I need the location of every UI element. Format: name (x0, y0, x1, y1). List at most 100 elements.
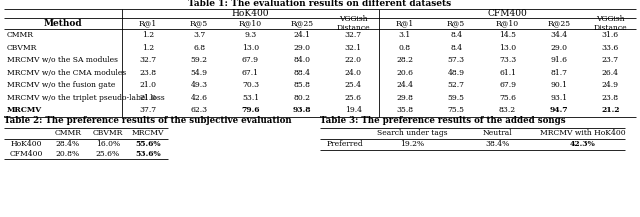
Text: 32.7: 32.7 (345, 31, 362, 39)
Text: R@5: R@5 (190, 20, 208, 28)
Text: CBVMR: CBVMR (7, 44, 37, 52)
Text: 55.6%: 55.6% (135, 140, 161, 148)
Text: 19.2%: 19.2% (401, 140, 424, 148)
Text: 54.9: 54.9 (191, 69, 207, 77)
Text: CFM400: CFM400 (10, 150, 43, 158)
Text: 79.6: 79.6 (241, 106, 260, 114)
Text: 13.0: 13.0 (242, 44, 259, 52)
Text: 29.0: 29.0 (550, 44, 568, 52)
Text: 37.7: 37.7 (139, 106, 156, 114)
Text: R@1: R@1 (139, 20, 157, 28)
Text: 90.1: 90.1 (550, 81, 568, 89)
Text: 6.8: 6.8 (193, 44, 205, 52)
Text: 59.2: 59.2 (191, 56, 207, 64)
Text: MRCMV w/o the fusion gate: MRCMV w/o the fusion gate (7, 81, 115, 89)
Text: 31.6: 31.6 (602, 31, 619, 39)
Text: Table 1: The evaluation results on different datasets: Table 1: The evaluation results on diffe… (188, 0, 452, 8)
Text: CBVMR: CBVMR (93, 129, 123, 137)
Text: 26.4: 26.4 (602, 69, 619, 77)
Text: 23.8: 23.8 (139, 69, 156, 77)
Text: 29.0: 29.0 (293, 44, 310, 52)
Text: 9.3: 9.3 (244, 31, 257, 39)
Text: 3.1: 3.1 (399, 31, 411, 39)
Text: 8.4: 8.4 (450, 31, 462, 39)
Text: 20.6: 20.6 (396, 69, 413, 77)
Text: 19.4: 19.4 (345, 106, 362, 114)
Text: 23.8: 23.8 (602, 94, 619, 102)
Text: VGGish
Distance: VGGish Distance (337, 15, 370, 32)
Text: R@1: R@1 (396, 20, 414, 28)
Text: 29.8: 29.8 (396, 94, 413, 102)
Text: R@25: R@25 (547, 20, 570, 28)
Text: 48.9: 48.9 (447, 69, 465, 77)
Text: Table 3: The preference results of the added songs: Table 3: The preference results of the a… (320, 116, 566, 125)
Text: 24.9: 24.9 (602, 81, 619, 89)
Text: 3.7: 3.7 (193, 31, 205, 39)
Text: 83.2: 83.2 (499, 106, 516, 114)
Text: Table 2: The preference results of the subjective evaluation: Table 2: The preference results of the s… (4, 116, 292, 125)
Text: 61.1: 61.1 (499, 69, 516, 77)
Text: 93.8: 93.8 (292, 106, 311, 114)
Text: Search under tags: Search under tags (377, 129, 448, 137)
Text: 42.3%: 42.3% (570, 140, 595, 148)
Text: 80.2: 80.2 (293, 94, 310, 102)
Text: R@10: R@10 (239, 20, 262, 28)
Text: Neutral: Neutral (483, 129, 512, 137)
Text: 38.4%: 38.4% (485, 140, 509, 148)
Text: MRCMV w/o the CMA modules: MRCMV w/o the CMA modules (7, 69, 126, 77)
Text: 21.0: 21.0 (140, 94, 156, 102)
Text: 49.3: 49.3 (191, 81, 207, 89)
Text: 25.4: 25.4 (345, 81, 362, 89)
Text: 24.1: 24.1 (293, 31, 310, 39)
Text: CMMR: CMMR (7, 31, 34, 39)
Text: 81.7: 81.7 (550, 69, 568, 77)
Text: MRCMV with HoK400: MRCMV with HoK400 (540, 129, 625, 137)
Text: 25.6%: 25.6% (96, 150, 120, 158)
Text: MRCMV: MRCMV (7, 106, 42, 114)
Text: R@5: R@5 (447, 20, 465, 28)
Text: 21.0: 21.0 (140, 81, 156, 89)
Text: 91.6: 91.6 (550, 56, 568, 64)
Text: 70.3: 70.3 (242, 81, 259, 89)
Text: R@10: R@10 (496, 20, 519, 28)
Text: 25.6: 25.6 (345, 94, 362, 102)
Text: 85.8: 85.8 (293, 81, 310, 89)
Text: 35.8: 35.8 (396, 106, 413, 114)
Text: 23.7: 23.7 (602, 56, 619, 64)
Text: MRCMV: MRCMV (132, 129, 164, 137)
Text: 42.6: 42.6 (191, 94, 207, 102)
Text: 8.4: 8.4 (450, 44, 462, 52)
Text: 88.4: 88.4 (293, 69, 310, 77)
Text: HoK400: HoK400 (232, 9, 269, 18)
Text: 62.3: 62.3 (191, 106, 207, 114)
Text: CFM400: CFM400 (488, 9, 527, 18)
Text: R@25: R@25 (291, 20, 314, 28)
Text: 21.2: 21.2 (601, 106, 620, 114)
Text: Preferred: Preferred (326, 140, 364, 148)
Text: 22.0: 22.0 (345, 56, 362, 64)
Text: Method: Method (44, 19, 83, 28)
Text: 1.2: 1.2 (141, 31, 154, 39)
Text: 59.5: 59.5 (447, 94, 465, 102)
Text: 13.0: 13.0 (499, 44, 516, 52)
Text: 33.6: 33.6 (602, 44, 619, 52)
Text: 53.1: 53.1 (242, 94, 259, 102)
Text: 24.4: 24.4 (396, 81, 413, 89)
Text: MRCMV w/o the SA modules: MRCMV w/o the SA modules (7, 56, 118, 64)
Text: MRCMV w/o the triplet pseudo-label loss: MRCMV w/o the triplet pseudo-label loss (7, 94, 164, 102)
Text: 32.1: 32.1 (345, 44, 362, 52)
Text: 67.9: 67.9 (499, 81, 516, 89)
Text: 52.7: 52.7 (447, 81, 465, 89)
Text: 14.5: 14.5 (499, 31, 516, 39)
Text: CMMR: CMMR (54, 129, 81, 137)
Text: 32.7: 32.7 (139, 56, 156, 64)
Text: 0.8: 0.8 (399, 44, 411, 52)
Text: HoK400: HoK400 (10, 140, 42, 148)
Text: 20.8%: 20.8% (56, 150, 80, 158)
Text: 1.2: 1.2 (141, 44, 154, 52)
Text: 93.1: 93.1 (550, 94, 568, 102)
Text: 75.6: 75.6 (499, 94, 516, 102)
Text: 94.7: 94.7 (550, 106, 568, 114)
Text: 24.0: 24.0 (345, 69, 362, 77)
Text: 67.9: 67.9 (242, 56, 259, 64)
